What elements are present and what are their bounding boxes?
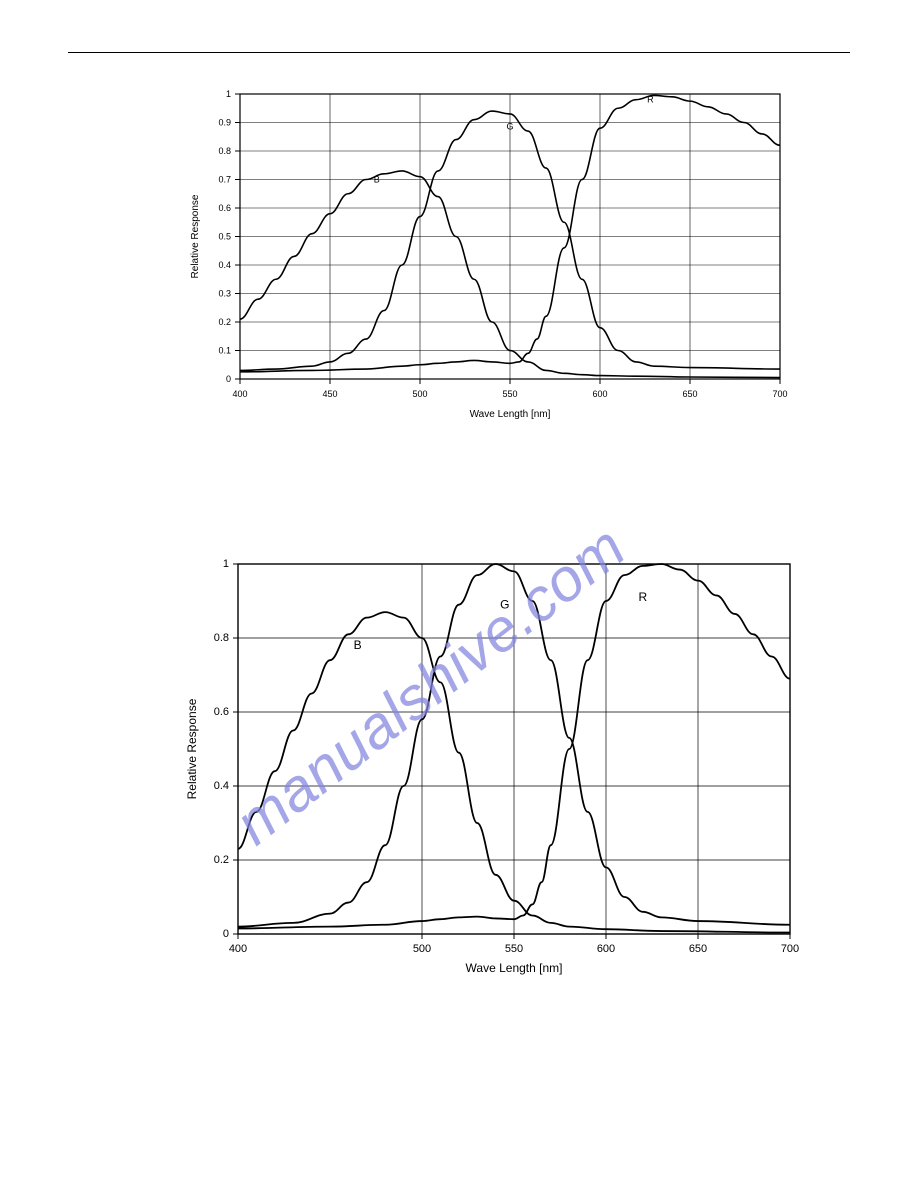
ytick-label: 0.6 — [214, 706, 229, 718]
ytick-label: 0.4 — [214, 780, 229, 792]
ytick-label: 0 — [226, 374, 231, 384]
ytick-label: 0.6 — [218, 203, 231, 213]
ytick-label: 0.5 — [218, 232, 231, 242]
xtick-label: 650 — [689, 943, 707, 955]
curve-label-g: G — [506, 122, 513, 132]
ytick-label: 0.2 — [214, 854, 229, 866]
chart-spectral-1: 400 450 500 550 600 650 700 0 0.1 0.2 0.3 0.4 0.5 0.6… — [180, 86, 810, 431]
chart-spectral-2: 400 500 550 600 650 700 0 0.2 0.4 0.6 0.8 1 Wave Len… — [178, 556, 820, 991]
xtick-label: 450 — [322, 389, 337, 399]
xtick-label: 400 — [232, 389, 247, 399]
xtick-label: 400 — [229, 943, 247, 955]
ytick-label: 0.1 — [218, 346, 231, 356]
xlabel: Wave Length [nm] — [470, 409, 551, 420]
chart2-svg: 400 500 550 600 650 700 0 0.2 0.4 0.6 0.8 1 Wave Len… — [178, 556, 820, 986]
ytick-label: 0.4 — [218, 260, 231, 270]
top-rule — [68, 52, 850, 53]
ytick-label: 1 — [226, 89, 231, 99]
ytick-label: 0.8 — [218, 146, 231, 156]
xtick-label: 700 — [772, 389, 787, 399]
chart1-svg: 400 450 500 550 600 650 700 0 0.1 0.2 0.3 0.4 0.5 0.6… — [180, 86, 810, 426]
xtick-label: 700 — [781, 943, 799, 955]
ytick-label: 0.7 — [218, 175, 231, 185]
ylabel: Relative Response — [185, 698, 199, 799]
ylabel: Relative Response — [190, 194, 201, 278]
xtick-label: 500 — [412, 389, 427, 399]
ytick-label: 0.2 — [218, 317, 231, 327]
xtick-label: 550 — [502, 389, 517, 399]
ytick-label: 1 — [223, 558, 229, 570]
xtick-label: 600 — [597, 943, 615, 955]
page: 400 450 500 550 600 650 700 0 0.1 0.2 0.3 0.4 0.5 0.6… — [0, 0, 918, 1188]
xtick-label: 600 — [592, 389, 607, 399]
xtick-label: 550 — [505, 943, 523, 955]
xtick-label: 650 — [682, 389, 697, 399]
ytick-label: 0 — [223, 928, 229, 940]
xtick-label: 500 — [413, 943, 431, 955]
ytick-label: 0.9 — [218, 118, 231, 128]
xlabel: Wave Length [nm] — [466, 961, 563, 975]
curve-label-r: R — [647, 95, 654, 105]
ytick-label: 0.3 — [218, 289, 231, 299]
ytick-label: 0.8 — [214, 632, 229, 644]
curve-label-g: G — [500, 597, 509, 611]
curve-label-b: B — [354, 638, 362, 652]
curve-label-r: R — [638, 590, 647, 604]
curve-label-b: B — [374, 174, 380, 184]
